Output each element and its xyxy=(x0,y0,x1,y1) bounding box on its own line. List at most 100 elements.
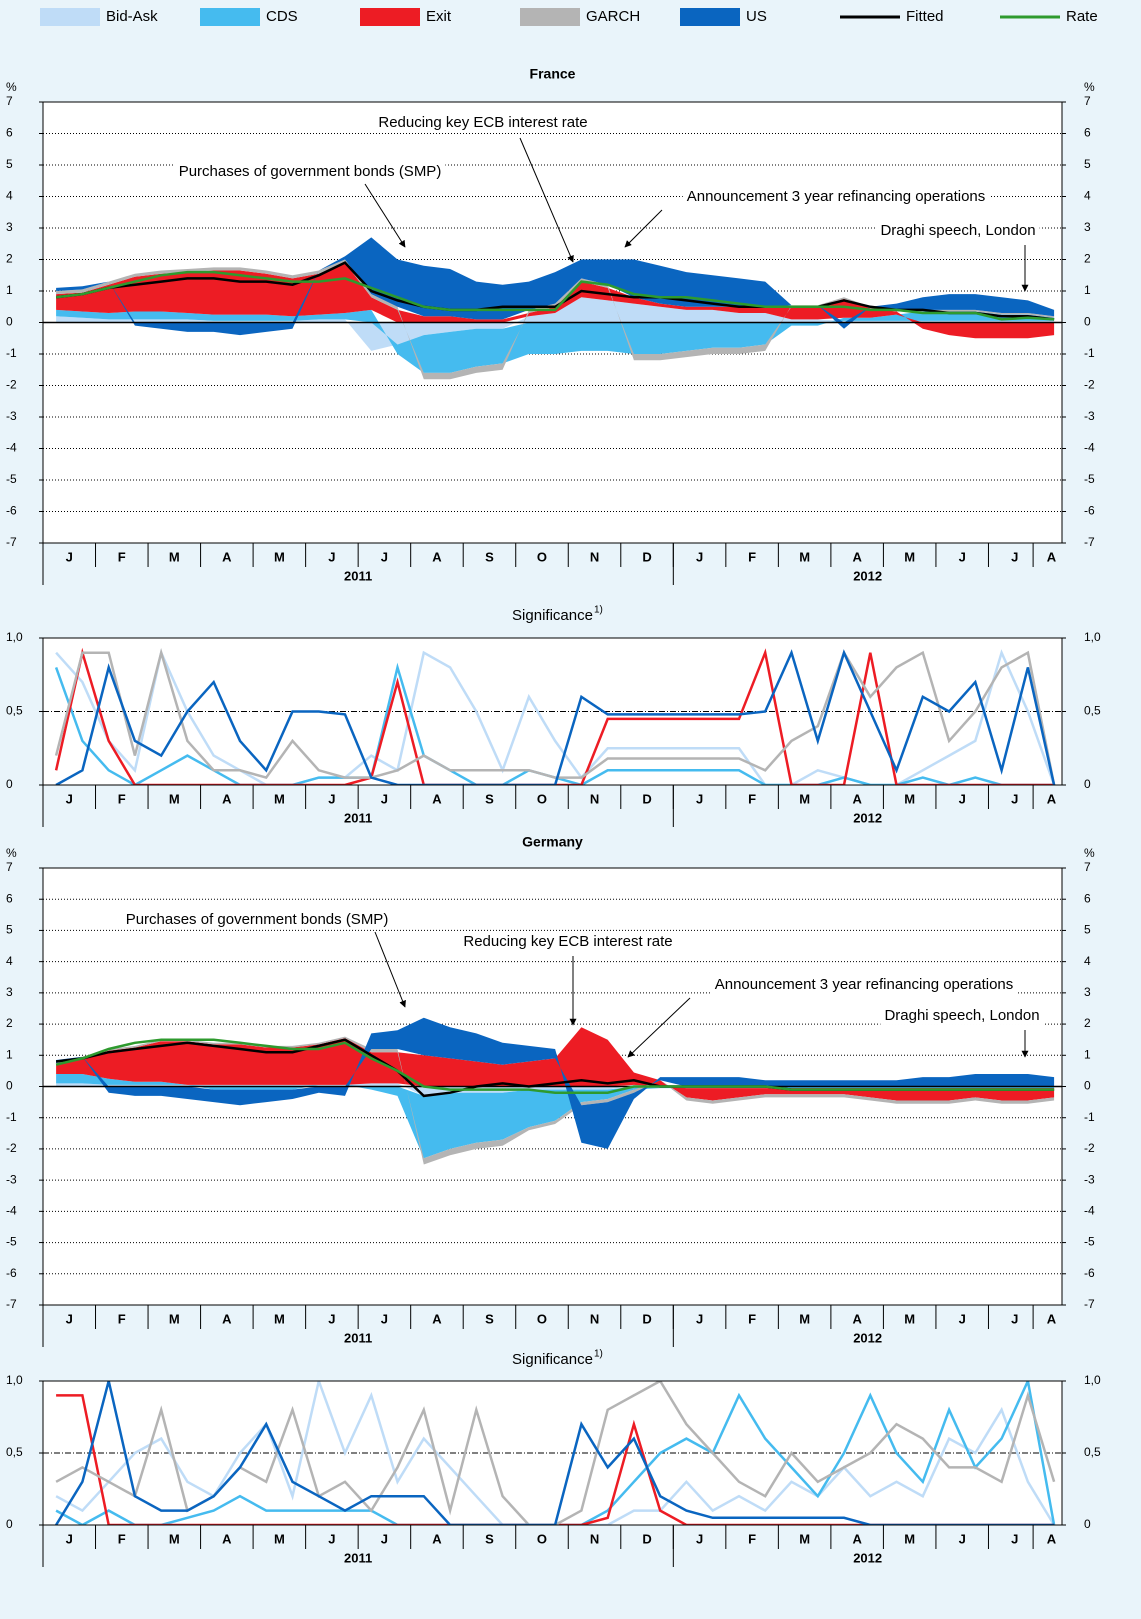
y-tick-label: -5 xyxy=(6,1235,17,1249)
x-tick-label: A xyxy=(432,791,442,806)
annotation-background xyxy=(876,220,1040,240)
x-tick-label: S xyxy=(485,1311,494,1326)
y-tick-label: 6 xyxy=(6,891,13,905)
y-tick-label: -4 xyxy=(6,1204,17,1218)
x-tick-label: A xyxy=(432,1311,442,1326)
x-tick-label: A xyxy=(852,1311,862,1326)
legend-swatch xyxy=(680,8,740,26)
x-tick-label: J xyxy=(959,1311,966,1326)
x-tick-label: M xyxy=(799,1531,810,1546)
x-tick-label: J xyxy=(696,1531,703,1546)
line xyxy=(55,1381,1055,1525)
y-tick-label: 6 xyxy=(6,126,13,140)
legend-swatch xyxy=(360,8,420,26)
x-tick-label: F xyxy=(118,791,126,806)
year-label: 2011 xyxy=(344,1550,372,1565)
x-tick-label: J xyxy=(1011,1531,1018,1546)
panel: Germany% %7 76 65 54 43 32 21 10 0-1 -1-2 -2-3 -3-4-… xyxy=(6,834,1095,1347)
x-tick-label: N xyxy=(590,791,599,806)
y-tick-label: 3 xyxy=(1084,985,1091,999)
plot-area xyxy=(55,1381,1056,1525)
title-note: 1) xyxy=(594,1349,603,1360)
y-tick-label: 2 xyxy=(1084,252,1091,266)
y-tick-label: -6 xyxy=(1084,1266,1095,1280)
title-note: 1) xyxy=(594,605,603,616)
x-tick-label: M xyxy=(799,791,810,806)
x-tick-label: M xyxy=(799,1311,810,1326)
x-tick-label: M xyxy=(169,1531,180,1546)
y-tick-label: 2 xyxy=(6,1016,13,1030)
x-tick-label: J xyxy=(959,549,966,564)
legend-label: GARCH xyxy=(586,8,640,25)
y-tick-label: 3 xyxy=(6,220,13,234)
year-label: 2011 xyxy=(344,810,372,825)
y-tick-label: -7 xyxy=(6,1297,17,1311)
y-tick-label: 6 xyxy=(1084,891,1091,905)
year-label: 2012 xyxy=(853,568,882,583)
x-tick-label: D xyxy=(642,1311,651,1326)
y-tick-label: 3 xyxy=(1084,220,1091,234)
x-tick-label: J xyxy=(66,549,73,564)
legend-swatch xyxy=(520,8,580,26)
x-tick-label: J xyxy=(381,1311,388,1326)
x-tick-label: F xyxy=(118,549,126,564)
annotation: Reducing key ECB interest rate xyxy=(463,933,672,950)
y-tick-label: -4 xyxy=(6,441,17,455)
x-tick-label: J xyxy=(696,1311,703,1326)
legend-label: CDS xyxy=(266,8,298,25)
x-tick-label: M xyxy=(274,1531,285,1546)
y-tick-label: -4 xyxy=(1084,441,1095,455)
x-tick-label: A xyxy=(432,1531,442,1546)
annotation: Purchases of government bonds (SMP) xyxy=(126,911,389,928)
x-tick-label: M xyxy=(904,791,915,806)
x-tick-label: A xyxy=(222,1531,232,1546)
y-tick-label: 4 xyxy=(1084,954,1091,968)
x-tick-label: J xyxy=(66,1531,73,1546)
annotation-arrow xyxy=(374,931,406,1008)
annotation-background xyxy=(121,909,393,929)
y-tick-label: 7 xyxy=(6,94,13,108)
x-tick-label: A xyxy=(1047,1311,1057,1326)
x-tick-label: F xyxy=(118,1531,126,1546)
x-tick-label: A xyxy=(1047,549,1057,564)
y-tick-label: 0,5 xyxy=(1084,1445,1101,1459)
line xyxy=(55,1038,1055,1094)
y-tick-label: 1 xyxy=(1084,1047,1091,1061)
year-label: 2011 xyxy=(344,1330,372,1345)
y-tick-label: 5 xyxy=(1084,923,1091,937)
x-tick-label: N xyxy=(590,1311,599,1326)
y-tick-label: -1 xyxy=(6,1110,17,1124)
x-tick-label: A xyxy=(852,549,862,564)
y-tick-label: -5 xyxy=(1084,472,1095,486)
y-tick-label: -7 xyxy=(1084,1297,1095,1311)
panel: France% %7 76 65 54 43 32 21 10 0-1 -1-2 -2-3 -3-4 -4… xyxy=(6,66,1095,585)
x-tick-label: N xyxy=(590,549,599,564)
y-tick-label: 7 xyxy=(6,860,13,874)
x-tick-label: J xyxy=(959,791,966,806)
x-tick-label: M xyxy=(904,549,915,564)
y-tick-label: 0 xyxy=(1084,1079,1091,1093)
x-tick-label: J xyxy=(696,791,703,806)
x-tick-label: A xyxy=(222,549,232,564)
chart-title: Germany xyxy=(522,834,583,850)
y-tick-label: -6 xyxy=(6,504,17,518)
x-tick-label: J xyxy=(66,791,73,806)
x-tick-label: A xyxy=(222,791,232,806)
line xyxy=(54,647,1055,785)
annotation-arrow xyxy=(627,997,691,1058)
x-tick-label: A xyxy=(852,791,862,806)
legend-label: Bid-Ask xyxy=(106,8,158,25)
legend-swatch xyxy=(200,8,260,26)
x-tick-label: D xyxy=(642,1531,651,1546)
y-tick-label: 0,5 xyxy=(1084,704,1101,718)
x-tick-label: F xyxy=(748,791,756,806)
x-tick-label: A xyxy=(1047,791,1057,806)
x-tick-label: M xyxy=(799,549,810,564)
area xyxy=(56,1074,1055,1159)
line xyxy=(55,270,1055,321)
annotation-arrow xyxy=(364,183,406,248)
y-tick-label: 0 xyxy=(1084,777,1091,791)
y-unit: % xyxy=(6,80,17,94)
legend-label: US xyxy=(746,8,767,25)
y-tick-label: 1 xyxy=(6,283,13,297)
